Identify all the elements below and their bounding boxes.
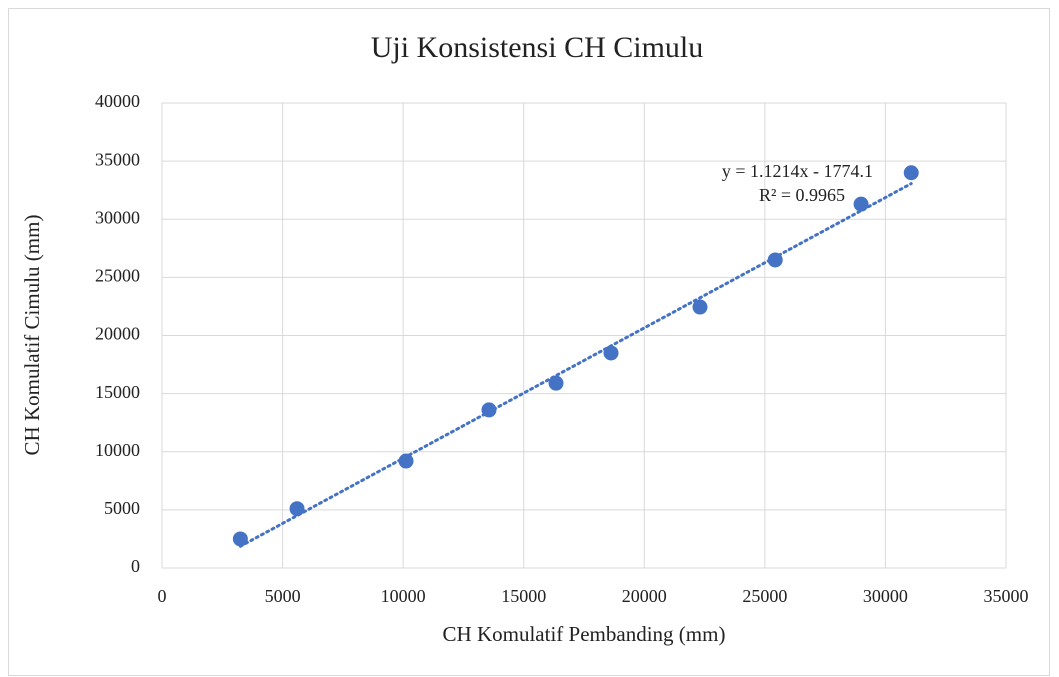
x-tick-label: 15000: [501, 586, 546, 606]
x-tick-label: 5000: [265, 586, 301, 606]
point: [603, 345, 619, 361]
point: [548, 375, 564, 391]
y-tick-label: 10000: [95, 440, 140, 460]
trendline-r2: R² = 0.9965: [759, 185, 845, 205]
trendline: [238, 182, 913, 548]
y-tick-label: 30000: [95, 207, 140, 227]
point: [289, 501, 305, 517]
chart-frame: [8, 8, 1050, 676]
x-tick-label: 0: [158, 586, 167, 606]
y-tick-label: 35000: [95, 149, 140, 169]
y-tick-label: 5000: [104, 498, 140, 518]
point: [398, 453, 414, 469]
point: [853, 196, 869, 212]
y-tick-label: 25000: [95, 266, 140, 286]
point: [232, 531, 248, 547]
x-tick-label: 20000: [622, 586, 667, 606]
x-axis-title: CH Komulatif Pembanding (mm): [443, 622, 726, 646]
point: [903, 165, 919, 181]
x-tick-label: 10000: [381, 586, 426, 606]
trendline-equation: y = 1.1214x - 1774.1: [722, 161, 873, 181]
y-tick-label: 20000: [95, 324, 140, 344]
x-tick-label: 35000: [984, 586, 1029, 606]
point: [767, 252, 783, 268]
point: [481, 402, 497, 418]
x-tick-label: 30000: [863, 586, 908, 606]
point: [692, 299, 708, 315]
y-axis-title: CH Komulatif Cimulu (mm): [20, 215, 44, 456]
y-tick-label: 15000: [95, 382, 140, 402]
y-tick-label: 0: [131, 556, 140, 576]
chart-title: Uji Konsistensi CH Cimulu: [371, 31, 704, 64]
x-tick-label: 25000: [742, 586, 787, 606]
y-tick-label: 40000: [95, 91, 140, 111]
